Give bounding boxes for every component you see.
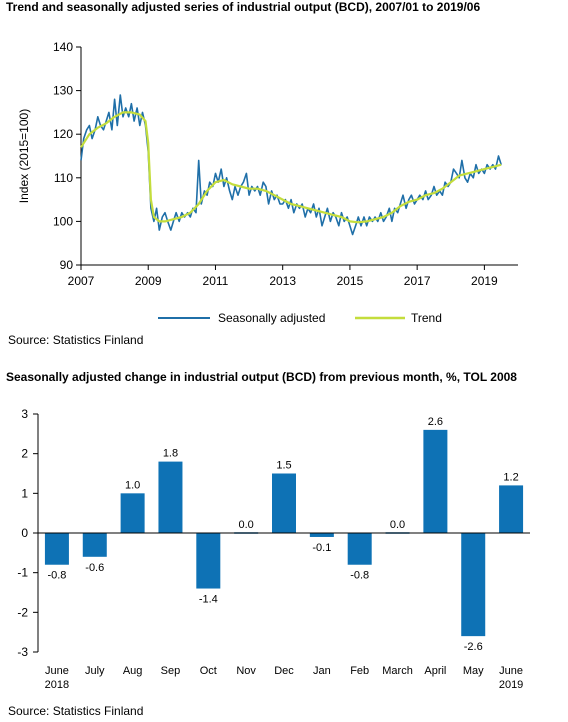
data-label: -0.1: [312, 542, 331, 554]
bar: [461, 533, 486, 637]
line-chart-title: Trend and seasonally adjusted series of …: [6, 0, 481, 14]
x-tick-label: May: [463, 665, 484, 677]
x-tick-label: June: [499, 665, 523, 677]
y-tick-label: -3: [17, 645, 28, 659]
legend-label-seasonally-adjusted: Seasonally adjusted: [218, 311, 325, 325]
x-tick-label: 2017: [404, 274, 431, 288]
y-tick-label: 100: [53, 214, 73, 228]
data-label: 1.2: [503, 471, 518, 483]
x-tick-label: March: [382, 665, 413, 677]
line-chart-source: Source: Statistics Finland: [8, 333, 144, 347]
y-tick-label: 140: [53, 40, 73, 54]
series-line-seasonally-adjusted: [80, 94, 502, 236]
data-label: -0.6: [85, 562, 104, 574]
x-tick-label: 2013: [269, 274, 296, 288]
data-label: 1.0: [125, 479, 140, 491]
bar: [120, 493, 145, 533]
y-axis-label: Index (2015=100): [17, 109, 31, 203]
bar: [347, 533, 372, 565]
x-tick-label: July: [85, 665, 105, 677]
data-label: 2.6: [428, 416, 443, 428]
bar: [44, 533, 69, 565]
x-tick-label: 2015: [337, 274, 364, 288]
bar-chart-source: Source: Statistics Finland: [8, 704, 144, 718]
y-tick-label: 90: [60, 258, 74, 272]
bar: [158, 461, 183, 533]
x-tick-label: Jan: [313, 665, 331, 677]
bar: [82, 533, 107, 557]
y-tick-label: 110: [54, 171, 73, 185]
x-tick-label: June: [45, 665, 69, 677]
data-label: 0.0: [239, 519, 254, 531]
y-tick-label: 2: [21, 447, 28, 461]
y-tick-label: 0: [21, 526, 28, 540]
bar: [423, 429, 448, 533]
x-tick-label: 2011: [203, 274, 229, 288]
x-tick-label: Feb: [350, 665, 369, 677]
x-tick-label: 2009: [135, 274, 162, 288]
x-tick-label: 2007: [68, 274, 95, 288]
x-tick-label: Dec: [274, 665, 294, 677]
bar: [499, 485, 524, 533]
series-line-trend: [80, 111, 502, 224]
x-tick-label: Aug: [123, 665, 143, 677]
data-label: -0.8: [47, 570, 66, 582]
bar-chart-title: Seasonally adjusted change in industrial…: [6, 370, 517, 384]
legend-label-trend: Trend: [411, 311, 442, 325]
bar-chart: -3 -2 -1 0 1 2 3 -0.8 June 2018 -0.6 July 1.0 Aug 1.8 S…: [17, 407, 530, 691]
y-tick-label: -1: [17, 566, 28, 580]
y-tick-label: -2: [17, 605, 28, 619]
x-tick-label: Oct: [200, 665, 217, 677]
y-tick-label: 3: [21, 407, 28, 421]
line-chart: 90 100 110 120 130 140 2007 2009 2011 2013 2015 201…: [17, 40, 518, 325]
data-label: -1.4: [199, 594, 218, 606]
data-label: 1.8: [163, 448, 178, 460]
x-tick-label: 2019: [471, 274, 498, 288]
x-tick-label: Nov: [236, 665, 256, 677]
y-tick-label: 1: [21, 486, 28, 500]
y-tick-label: 120: [53, 127, 73, 141]
bar: [272, 473, 296, 533]
data-label: -2.6: [464, 641, 483, 653]
y-tick-label: 130: [53, 84, 73, 98]
data-label: -0.8: [350, 570, 369, 582]
bar: [309, 533, 334, 537]
x-tick-year-label: 2019: [499, 679, 523, 691]
data-label: 0.0: [390, 519, 405, 531]
x-tick-label: April: [424, 665, 446, 677]
data-label: 1.5: [276, 460, 291, 472]
x-tick-label: Sep: [161, 665, 181, 677]
x-tick-year-label: 2018: [45, 679, 69, 691]
bar: [196, 533, 221, 589]
